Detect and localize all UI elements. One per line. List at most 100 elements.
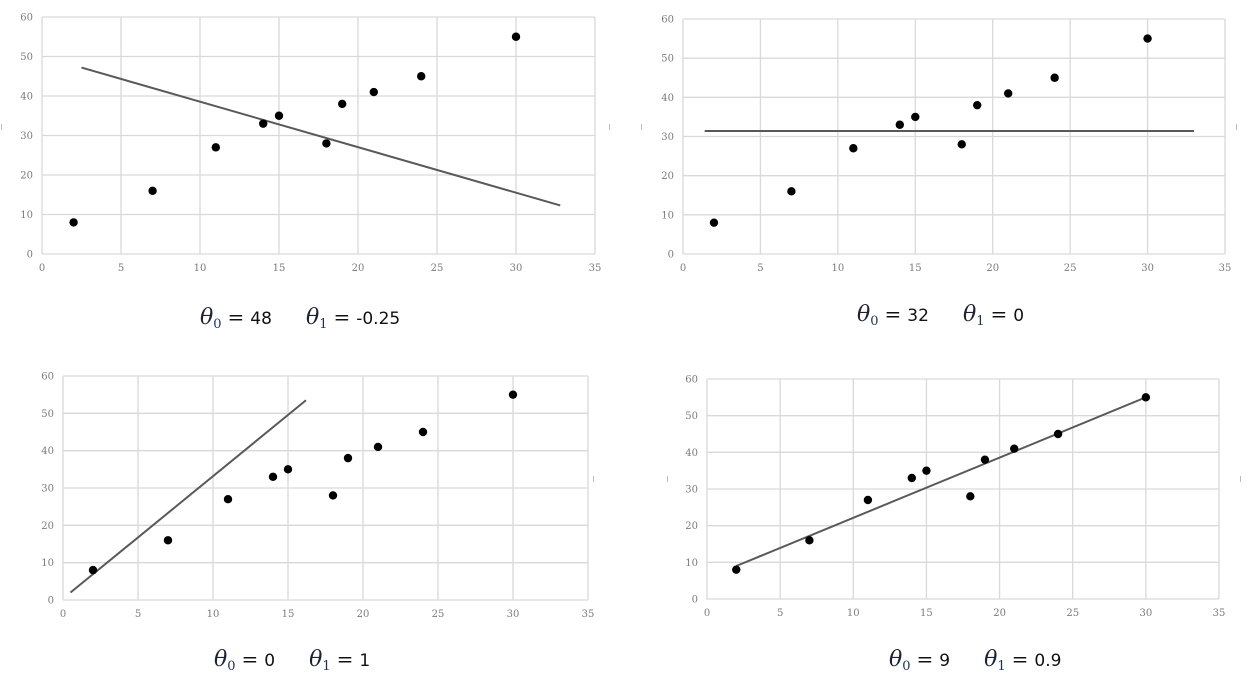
svg-text:15: 15 <box>920 608 933 619</box>
chart-1-svg: 0 5 10 15 20 25 30 35 0 10 20 30 40 50 60 <box>20 13 602 275</box>
svg-text:20: 20 <box>661 171 674 182</box>
hypothesis-line <box>735 396 1147 567</box>
data-point <box>338 99 347 109</box>
theta1-value: 0 <box>1013 306 1025 326</box>
svg-text:5: 5 <box>777 608 783 619</box>
data-point <box>211 143 220 152</box>
data-point <box>328 491 338 500</box>
svg-text:10: 10 <box>685 558 698 569</box>
svg-text:0: 0 <box>60 609 66 620</box>
svg-text:50: 50 <box>661 54 674 65</box>
data-point <box>709 218 719 227</box>
svg-text:50: 50 <box>685 411 698 422</box>
data-point <box>1050 73 1059 82</box>
caption-2: θ0 = 32 θ1 = 0 <box>857 302 1025 329</box>
svg-text:20: 20 <box>993 608 1006 619</box>
svg-text:25: 25 <box>1064 263 1077 274</box>
svg-text:0: 0 <box>680 263 686 274</box>
svg-text:30: 30 <box>41 484 54 495</box>
svg-text:5: 5 <box>118 263 124 274</box>
data-point <box>849 144 858 153</box>
data-point <box>418 427 428 437</box>
chart-4-svg: 0 5 10 15 20 25 30 35 0 10 20 30 40 50 60 <box>685 375 1226 620</box>
svg-text:50: 50 <box>20 52 33 63</box>
svg-text:60: 60 <box>20 13 33 24</box>
svg-text:40: 40 <box>685 448 698 459</box>
data-points <box>709 34 1152 227</box>
svg-text:30: 30 <box>661 132 674 143</box>
svg-text:35: 35 <box>582 609 595 620</box>
theta1-symbol: θ <box>984 647 998 672</box>
x-axis-ticks: 0 5 10 15 20 25 30 35 <box>60 609 595 620</box>
data-point <box>1004 89 1013 98</box>
edge-mark <box>609 124 610 130</box>
svg-text:10: 10 <box>661 210 674 221</box>
data-point <box>863 495 873 505</box>
hypothesis-line <box>69 399 307 594</box>
y-axis-ticks: 0 10 20 30 40 50 60 <box>41 372 54 607</box>
edge-mark <box>641 124 642 130</box>
svg-text:30: 30 <box>1139 608 1152 619</box>
grid <box>706 378 1220 600</box>
x-axis-ticks: 0 5 10 15 20 25 30 35 <box>680 263 1232 274</box>
caption-3: θ0 = 0 θ1 = 1 <box>214 647 371 674</box>
theta1-value: 0.9 <box>1034 651 1062 671</box>
svg-text:25: 25 <box>432 609 445 620</box>
data-point <box>268 472 278 481</box>
y-axis-ticks: 0 10 20 30 40 50 60 <box>20 13 33 261</box>
grid <box>62 375 589 601</box>
caption-4: θ0 = 9 θ1 = 0.9 <box>889 647 1062 674</box>
data-point <box>980 455 990 464</box>
svg-text:0: 0 <box>668 250 674 261</box>
theta1-symbol: θ <box>309 647 323 672</box>
data-point <box>966 492 975 501</box>
svg-text:40: 40 <box>20 92 33 103</box>
svg-text:0: 0 <box>39 263 45 274</box>
theta1-value: -0.25 <box>356 309 401 329</box>
svg-text:10: 10 <box>20 210 33 221</box>
edge-mark <box>593 476 594 482</box>
svg-text:5: 5 <box>135 609 141 620</box>
data-point <box>1143 34 1152 43</box>
theta0-symbol: θ <box>200 305 214 330</box>
chart-panel-4: 0 5 10 15 20 25 30 35 0 10 20 30 40 50 60 <box>685 375 1226 620</box>
svg-text:35: 35 <box>1213 608 1226 619</box>
svg-text:15: 15 <box>909 263 922 274</box>
data-points <box>88 390 518 575</box>
svg-text:10: 10 <box>207 609 220 620</box>
grid <box>682 18 1226 255</box>
data-point <box>508 390 518 399</box>
data-point <box>787 187 796 196</box>
data-point <box>732 565 741 574</box>
chart-2-svg: 0 5 10 15 20 25 30 35 0 10 20 30 40 50 60 <box>661 15 1232 275</box>
y-axis-ticks: 0 10 20 30 40 50 60 <box>685 375 698 606</box>
theta1-symbol: θ <box>305 305 320 330</box>
svg-text:20: 20 <box>986 263 999 274</box>
x-axis-ticks: 0 5 10 15 20 25 30 35 <box>39 263 602 274</box>
data-points <box>69 32 521 227</box>
data-point <box>322 139 331 148</box>
data-point <box>259 119 268 128</box>
svg-text:5: 5 <box>757 263 763 274</box>
data-point <box>369 87 378 97</box>
data-point <box>907 473 916 483</box>
svg-text:30: 30 <box>507 609 520 620</box>
chart-panel-1: 0 5 10 15 20 25 30 35 0 10 20 30 40 50 60 <box>0 0 628 290</box>
y-axis-ticks: 0 10 20 30 40 50 60 <box>661 15 674 261</box>
data-point <box>343 453 353 463</box>
data-point <box>957 140 966 149</box>
data-point <box>895 120 904 129</box>
theta0-value: 32 <box>907 306 929 326</box>
data-point <box>911 112 920 122</box>
data-point <box>805 536 814 545</box>
svg-text:20: 20 <box>357 609 370 620</box>
data-point <box>1010 444 1019 453</box>
data-point <box>973 100 982 110</box>
svg-text:60: 60 <box>685 375 698 386</box>
svg-text:35: 35 <box>589 263 602 274</box>
svg-text:10: 10 <box>194 263 207 274</box>
svg-text:20: 20 <box>352 263 365 274</box>
caption-1: θ0 = 48 θ1 = -0.25 <box>200 305 401 332</box>
data-point <box>163 536 173 545</box>
svg-text:40: 40 <box>41 446 54 457</box>
